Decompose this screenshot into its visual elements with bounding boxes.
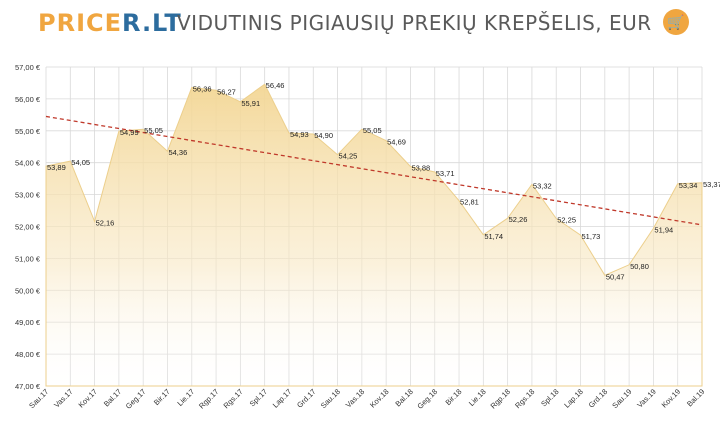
data-label: 53,71 xyxy=(436,169,455,178)
y-tick-label: 49,00 € xyxy=(15,318,41,327)
data-label: 54,05 xyxy=(71,158,90,167)
x-tick-label: Rgp.17 xyxy=(197,387,220,410)
y-tick-label: 52,00 € xyxy=(15,223,41,232)
x-axis-ticks: Sau.17 Vas.17 Kov.17 Bal.17 Geg.17 Bir.17 Lie.… xyxy=(27,387,706,411)
data-label: 56,46 xyxy=(266,81,285,90)
y-tick-label: 50,00 € xyxy=(15,286,41,295)
x-tick-label: Geg.17 xyxy=(124,387,148,411)
x-tick-label: Lie.18 xyxy=(467,387,488,408)
data-label: 53,89 xyxy=(47,163,66,172)
data-label: 52,81 xyxy=(460,198,479,207)
y-tick-label: 51,00 € xyxy=(15,254,41,263)
x-tick-label: Sau.19 xyxy=(610,387,633,410)
data-label: 55,05 xyxy=(144,126,163,135)
y-tick-label: 55,00 € xyxy=(15,127,41,136)
data-label: 55,05 xyxy=(363,126,382,135)
data-label: 52,16 xyxy=(96,218,115,227)
x-tick-label: Lap.18 xyxy=(562,387,585,410)
x-tick-label: Rgs.18 xyxy=(513,387,536,410)
data-label: 54,93 xyxy=(290,130,309,139)
y-tick-label: 54,00 € xyxy=(15,159,41,168)
data-label: 51,73 xyxy=(582,232,601,241)
data-label: 53,88 xyxy=(411,164,430,173)
shopping-cart-icon[interactable]: 🛒 xyxy=(663,9,689,35)
logo-part-1: PRICE xyxy=(38,9,123,37)
x-tick-label: Bal.19 xyxy=(685,387,706,408)
x-tick-label: Bir.17 xyxy=(152,387,172,407)
data-label: 53,32 xyxy=(533,181,552,190)
data-label: 54,90 xyxy=(314,131,333,140)
data-label: 50,47 xyxy=(606,272,625,281)
data-label: 54,25 xyxy=(339,152,358,161)
logo-part-2: R.LT xyxy=(122,9,182,37)
data-labels: 53,89 54,05 52,16 54,99 55,05 54,36 56,36 56,27… xyxy=(47,81,720,281)
y-tick-label: 57,00 € xyxy=(15,63,41,72)
data-label: 52,26 xyxy=(509,215,528,224)
data-label: 53,34 xyxy=(679,181,698,190)
area-series xyxy=(45,83,703,387)
x-tick-label: Bir.18 xyxy=(444,387,464,407)
x-tick-label: Kov.18 xyxy=(368,387,390,409)
x-tick-label: Vas.19 xyxy=(635,387,657,409)
x-tick-label: Spl.17 xyxy=(248,387,269,408)
data-label: 54,36 xyxy=(168,148,187,157)
x-tick-label: Rgp.18 xyxy=(489,387,512,410)
x-tick-label: Geg.18 xyxy=(415,387,439,411)
x-tick-label: Bal.17 xyxy=(102,387,123,408)
x-tick-label: Vas.18 xyxy=(344,387,366,409)
y-axis-ticks: 47,00 € 48,00 € 49,00 € 50,00 € 51,00 € 52,00… xyxy=(15,63,41,391)
y-tick-label: 53,00 € xyxy=(15,191,41,200)
data-label: 53,37 xyxy=(703,180,720,189)
y-tick-label: 47,00 € xyxy=(15,382,41,391)
x-tick-label: Lap.17 xyxy=(271,387,294,410)
data-label: 56,36 xyxy=(193,84,212,93)
x-tick-label: Spl.18 xyxy=(539,387,560,408)
x-tick-label: Grd.18 xyxy=(587,387,610,410)
x-tick-label: Rgs.17 xyxy=(222,387,245,410)
data-label: 52,25 xyxy=(557,216,576,225)
x-tick-label: Vas.17 xyxy=(52,387,74,409)
x-tick-label: Sau.18 xyxy=(319,387,342,410)
data-label: 50,80 xyxy=(630,262,649,271)
x-tick-label: Bal.18 xyxy=(393,387,414,408)
x-tick-label: Kov.17 xyxy=(77,387,99,409)
data-label: 56,27 xyxy=(217,87,236,96)
header: PRICER.LT VIDUTINIS PIGIAUSIŲ PREKIŲ KRE… xyxy=(0,0,720,48)
x-tick-label: Grd.17 xyxy=(295,387,318,410)
data-label: 51,94 xyxy=(654,225,673,234)
data-label: 51,74 xyxy=(484,232,503,241)
data-label: 54,69 xyxy=(387,138,406,147)
pricer-logo[interactable]: PRICER.LT xyxy=(38,9,182,37)
x-tick-label: Kov.19 xyxy=(660,387,682,409)
y-tick-label: 56,00 € xyxy=(15,95,41,104)
data-label: 54,99 xyxy=(120,128,139,137)
trend-line xyxy=(45,115,703,226)
data-label: 55,91 xyxy=(241,99,260,108)
x-tick-label: Lie.17 xyxy=(175,387,196,408)
y-tick-label: 48,00 € xyxy=(15,350,41,359)
chart-title: VIDUTINIS PIGIAUSIŲ PREKIŲ KREPŠELIS, EU… xyxy=(177,11,652,35)
